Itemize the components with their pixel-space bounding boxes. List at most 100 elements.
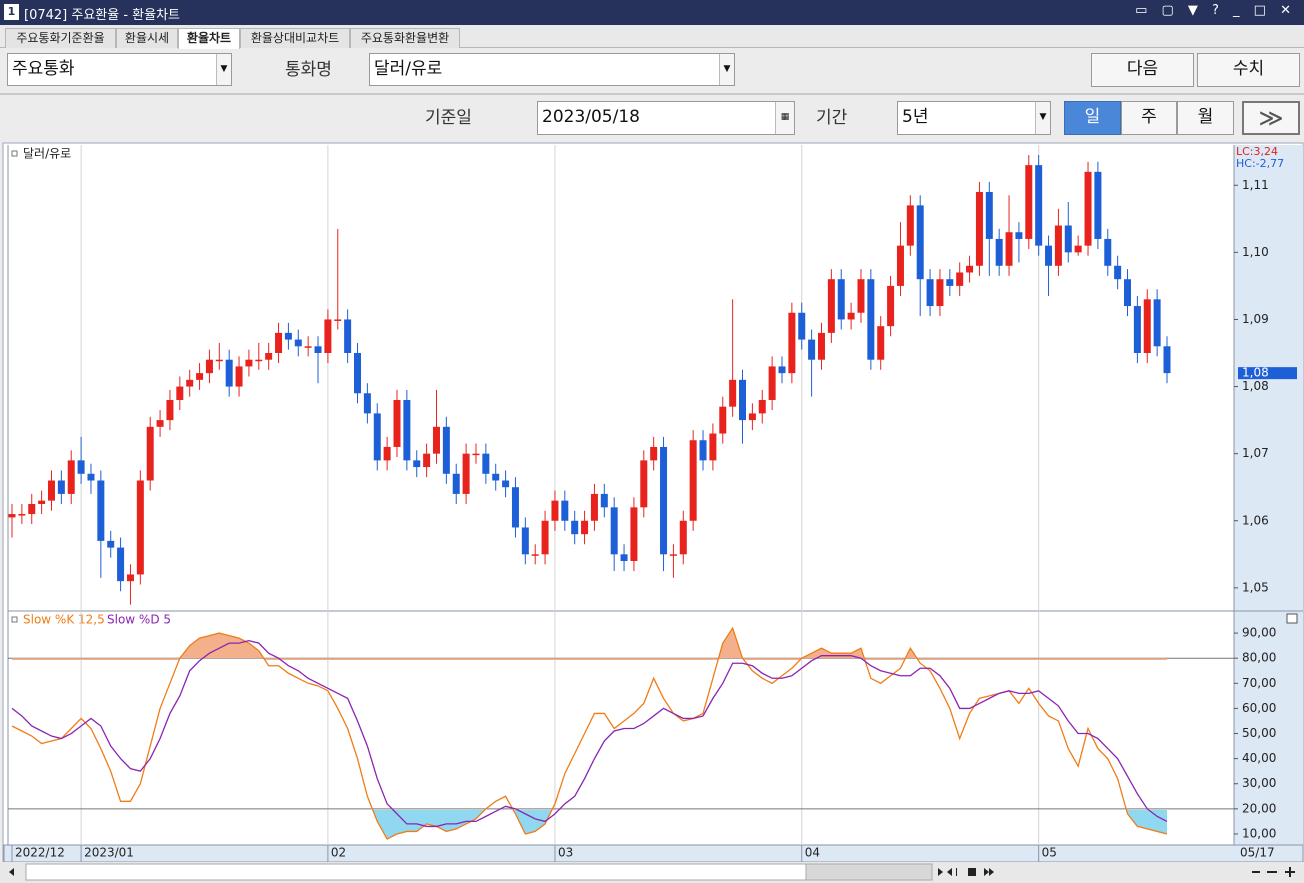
numbers-button[interactable]: 수치 — [1197, 53, 1300, 87]
unit-button[interactable]: 일 — [1064, 101, 1121, 135]
current-price-marker — [1238, 367, 1297, 380]
candle-body — [531, 554, 539, 556]
candle-body — [205, 359, 213, 374]
candle-body — [600, 493, 608, 508]
candle-body — [798, 312, 806, 340]
y-tick-label: 1,09 — [1242, 312, 1269, 326]
unit-button[interactable]: 주 — [1121, 101, 1177, 135]
candle-body — [245, 359, 253, 367]
candle-body — [502, 480, 510, 488]
candle-body — [916, 205, 924, 280]
period-value: 5년 — [902, 107, 929, 127]
candle-body — [1015, 232, 1023, 239]
candle-body — [699, 440, 707, 461]
candle-body — [1143, 299, 1151, 354]
y-tick-label: 1,10 — [1242, 245, 1269, 259]
tab[interactable]: 환율상대비교차트 — [240, 28, 350, 48]
candle-body — [1094, 171, 1102, 239]
candle-body — [413, 460, 421, 468]
candle-body — [758, 399, 766, 414]
candle-body — [778, 366, 786, 374]
candle-body — [107, 540, 115, 548]
close-indicator[interactable] — [1286, 613, 1298, 624]
candle-body — [926, 279, 934, 307]
candle-body — [788, 312, 796, 374]
candle-body — [324, 319, 332, 354]
currency-select[interactable]: 달러/유로 ▼ — [369, 53, 735, 86]
dropdown-arrow[interactable]: ▼ — [719, 54, 734, 85]
calendar-button[interactable]: ▦ — [775, 102, 794, 134]
candle-body — [709, 433, 717, 461]
candle-body — [265, 353, 273, 360]
title-bar: 1 [0742] 주요환율 - 환율차트 ▭ ▢ ▼ ? _ □ ✕ — [0, 0, 1304, 25]
date-input[interactable]: 2023/05/18 ▦ — [537, 101, 795, 135]
candle-body — [255, 359, 263, 362]
candle-body — [660, 446, 668, 555]
tab[interactable]: 환율차트 — [178, 28, 240, 49]
candle-body — [817, 332, 825, 360]
y-tick-label: 1,08 — [1242, 379, 1269, 393]
candle-body — [28, 503, 36, 515]
scroll-buttons[interactable] — [9, 867, 1295, 877]
dropdown-arrow[interactable]: ▼ — [216, 54, 231, 85]
period-select[interactable]: 5년 ▼ — [897, 101, 1051, 135]
y-tick-label: 40,00 — [1242, 751, 1276, 765]
candle-body — [38, 500, 46, 504]
x-tick-label: 05/17 — [1240, 846, 1275, 860]
candle-body — [640, 460, 648, 508]
candle-body — [590, 493, 598, 521]
candle-body — [975, 191, 983, 266]
candle-body — [511, 487, 519, 528]
candle-body — [235, 366, 243, 387]
candle-body — [186, 379, 194, 387]
candle-body — [442, 426, 450, 474]
candle-body — [423, 453, 431, 468]
candle-body — [857, 279, 865, 313]
window-badge: 1 — [4, 4, 19, 20]
candle-body — [225, 359, 233, 387]
candle-body — [650, 446, 658, 461]
scroll-thumb[interactable] — [805, 863, 933, 881]
candle-body — [354, 353, 362, 394]
oversold-fill — [372, 810, 1167, 839]
candle-body — [1114, 265, 1122, 280]
dropdown-arrow[interactable]: ▼ — [1035, 102, 1050, 134]
next-button[interactable]: 다음 — [1091, 53, 1194, 87]
candle-body — [472, 453, 480, 456]
current-price-label: 1,08 — [1242, 366, 1269, 380]
x-tick-label: 2022/12 — [15, 846, 65, 860]
x-axis-bar — [3, 844, 1304, 863]
candle-body — [739, 379, 747, 421]
candle-body — [383, 446, 391, 461]
group-select[interactable]: 주요통화 ▼ — [7, 53, 232, 86]
date-label: 기준일 — [425, 108, 472, 128]
currency-value: 달러/유로 — [374, 59, 443, 79]
candle-body — [669, 554, 677, 556]
tab[interactable]: 주요통화기준환율 — [5, 28, 116, 48]
separator — [0, 93, 1304, 95]
tab[interactable]: 주요통화환율변환 — [350, 28, 460, 48]
candle-body — [363, 393, 371, 414]
candle-body — [956, 272, 964, 286]
candle-body — [827, 279, 835, 333]
candle-body — [166, 399, 174, 421]
candle-body — [136, 480, 144, 575]
candle-body — [620, 554, 628, 562]
scroll-track[interactable] — [25, 863, 807, 881]
candle-body — [8, 514, 16, 518]
candle-body — [808, 339, 816, 360]
go-button[interactable]: ≫ — [1242, 101, 1300, 135]
y-tick-label: 1,11 — [1242, 178, 1269, 192]
candle-body — [768, 366, 776, 400]
candle-body — [729, 379, 737, 407]
window-controls[interactable]: ▭ ▢ ▼ ? _ □ ✕ — [1135, 3, 1296, 18]
unit-button[interactable]: 월 — [1177, 101, 1234, 135]
candle-body — [748, 413, 756, 421]
x-tick-label: 2023/01 — [84, 846, 134, 860]
tab[interactable]: 환율시세 — [116, 28, 178, 48]
candle-body — [403, 399, 411, 461]
candle-body — [462, 453, 470, 494]
overbought-fill — [12, 628, 1167, 660]
